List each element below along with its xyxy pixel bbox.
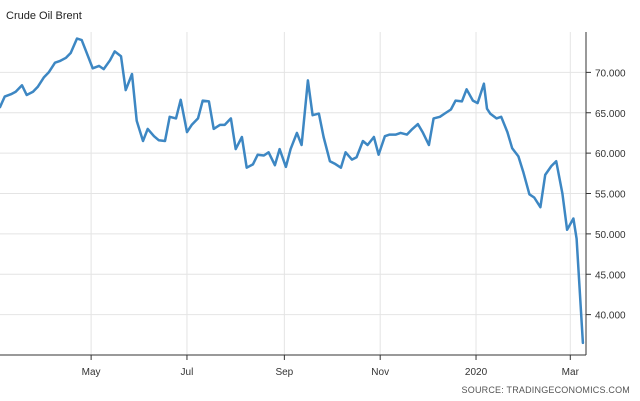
y-tick-label: 50.000	[595, 230, 626, 241]
x-tick-label: May	[82, 367, 101, 378]
source-label: SOURCE: TRADINGECONOMICS.COM	[461, 385, 630, 395]
y-tick-label: 60.000	[595, 149, 626, 160]
x-tick-label: Nov	[371, 367, 389, 378]
x-tick-label: 2020	[465, 367, 488, 378]
x-tick-label: Jul	[181, 367, 194, 378]
chart-title: Crude Oil Brent	[6, 10, 82, 22]
x-tick-label: Mar	[562, 367, 580, 378]
y-tick-label: 70.000	[595, 68, 626, 79]
y-tick-label: 65.000	[595, 109, 626, 120]
y-tick-label: 45.000	[595, 270, 626, 281]
y-tick-label: 55.000	[595, 190, 626, 201]
x-tick-label: Sep	[275, 367, 293, 378]
series-line	[0, 37, 585, 345]
y-tick-label: 40.000	[595, 311, 626, 322]
